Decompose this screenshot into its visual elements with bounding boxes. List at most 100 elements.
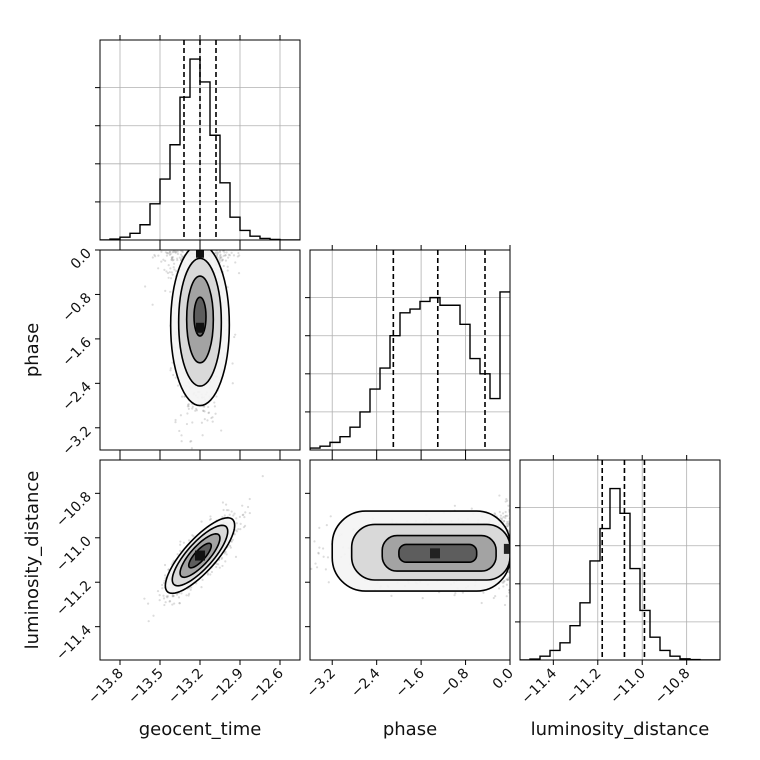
scatter-phase-vs-geocent-time-sample [216, 242, 218, 244]
scatter-luminosity-distance-vs-phase-sample [530, 568, 532, 570]
hist-geocent-time [95, 35, 301, 245]
scatter-luminosity-distance-vs-phase-sample [292, 537, 294, 539]
scatter-phase-vs-geocent-time-sample [222, 232, 224, 234]
scatter-phase-vs-geocent-time-sample [165, 254, 169, 257]
scatter-luminosity-distance-vs-geocent-time-sample [235, 530, 239, 533]
scatter-phase-vs-geocent-time-sample [185, 422, 189, 426]
scatter-luminosity-distance-vs-phase-sample [506, 578, 509, 581]
scatter-luminosity-distance-vs-phase-sample [513, 529, 515, 531]
scatter-luminosity-distance-vs-phase-sample [523, 563, 525, 565]
scatter-luminosity-distance-vs-phase-sample [313, 540, 316, 543]
scatter-phase-vs-geocent-time-sample [211, 236, 213, 238]
scatter-luminosity-distance-vs-phase-sample [504, 514, 508, 517]
scatter-luminosity-distance-vs-phase-sample [517, 564, 519, 566]
scatter-phase-vs-geocent-time-sample [216, 253, 219, 256]
scatter-luminosity-distance-vs-phase-sample [513, 534, 515, 536]
scatter-luminosity-distance-vs-phase-sample [516, 541, 518, 543]
scatter-luminosity-distance-vs-phase-sample [501, 512, 505, 515]
scatter-phase-vs-geocent-time-sample [234, 333, 237, 336]
scatter-phase-vs-geocent-time-sample [157, 267, 160, 270]
scatter-luminosity-distance-vs-phase-sample [510, 548, 512, 550]
scatter-luminosity-distance-vs-phase-sample [533, 555, 535, 557]
scatter-phase-vs-geocent-time-sample [177, 233, 179, 235]
scatter-luminosity-distance-vs-phase-sample [507, 504, 510, 507]
scatter-phase-vs-geocent-time-sample [185, 224, 187, 226]
scatter-phase-vs-geocent-time-sample [175, 240, 177, 242]
scatter-phase-vs-geocent-time-sample [167, 235, 169, 237]
scatter-luminosity-distance-vs-phase-sample [510, 544, 512, 546]
scatter-phase-vs-geocent-time-sample [202, 211, 204, 213]
scatter-phase-vs-geocent-time-sample [190, 240, 192, 242]
scatter-luminosity-distance-vs-geocent-time-area [143, 475, 264, 623]
scatter-luminosity-distance-vs-phase-sample [530, 519, 532, 521]
scatter-phase-vs-geocent-time-sample [215, 253, 219, 257]
scatter-phase-vs-geocent-time-sample [222, 236, 224, 238]
scatter-phase-vs-geocent-time-sample [230, 248, 232, 250]
scatter-phase-vs-geocent-time-sample [237, 272, 241, 275]
scatter-luminosity-distance-vs-phase-sample [517, 532, 519, 534]
scatter-luminosity-distance-vs-geocent-time-sample [200, 586, 203, 589]
scatter-luminosity-distance-vs-phase-sample [511, 539, 513, 541]
scatter-luminosity-distance-vs-phase-sample [511, 559, 513, 561]
scatter-phase-vs-geocent-time-sample [211, 247, 213, 249]
hist-geocent-time-frame [99, 39, 301, 241]
scatter-phase-vs-geocent-time-sample [180, 257, 183, 261]
scatter-luminosity-distance-vs-geocent-time-sample [243, 524, 247, 527]
scatter-phase-vs-geocent-time-sample [193, 233, 195, 235]
scatter-phase-vs-geocent-time-sample [157, 254, 160, 257]
scatter-luminosity-distance-vs-geocent-time-sample [158, 594, 161, 597]
scatter-luminosity-distance-vs-phase-sample [513, 537, 515, 539]
scatter-phase-vs-geocent-time-sample [220, 255, 223, 259]
scatter-phase-vs-geocent-time-sample [167, 252, 171, 255]
scatter-luminosity-distance-vs-phase-sample [530, 519, 532, 521]
scatter-phase-vs-geocent-time-sample [177, 245, 179, 247]
scatter-phase-vs-geocent-time-sample [208, 242, 210, 244]
scatter-phase-vs-geocent-time-sample [164, 251, 167, 254]
scatter-phase-vs-geocent-time-sample [163, 268, 166, 271]
scatter-luminosity-distance-vs-geocent-time-sample [162, 597, 166, 600]
scatter-phase-vs-geocent-time-sample [187, 209, 189, 211]
scatter-luminosity-distance-vs-geocent-time-sample [189, 588, 192, 591]
scatter-luminosity-distance-vs-phase-sample [515, 605, 517, 607]
scatter-phase-vs-geocent-time-sample [176, 247, 178, 249]
scatter-phase-vs-geocent-time-sample [171, 233, 173, 235]
scatter-phase-vs-geocent-time-sample [160, 250, 163, 253]
scatter-luminosity-distance-vs-phase-sample [522, 573, 524, 575]
scatter-luminosity-distance-vs-phase-xtick-label: −2.4 [348, 665, 383, 700]
scatter-luminosity-distance-vs-geocent-time-sample [241, 513, 244, 517]
scatter-luminosity-distance-vs-phase-sample [521, 567, 523, 569]
scatter-luminosity-distance-vs-geocent-time-sample [161, 587, 164, 590]
scatter-phase-vs-geocent-time-sample [228, 254, 231, 257]
scatter-luminosity-distance-vs-phase-sample [453, 594, 456, 597]
scatter-luminosity-distance-vs-phase-sample [494, 513, 497, 516]
scatter-luminosity-distance-vs-geocent-time-sample [166, 596, 169, 599]
scatter-luminosity-distance-vs-phase-sample [513, 554, 515, 556]
scatter-luminosity-distance-vs-phase-xtick-label: −1.6 [393, 665, 428, 700]
scatter-phase-vs-geocent-time-sample [172, 262, 176, 265]
scatter-luminosity-distance-vs-phase-sample [526, 578, 528, 580]
scatter-phase-vs-geocent-time-sample [219, 244, 221, 246]
scatter-luminosity-distance-vs-phase-sample [287, 540, 289, 542]
scatter-luminosity-distance-vs-phase-sample [530, 580, 532, 582]
scatter-phase-vs-geocent-time-sample [203, 418, 206, 421]
scatter-phase-vs-geocent-time-sample [195, 232, 197, 234]
scatter-phase-vs-geocent-time-sample [165, 234, 167, 236]
scatter-luminosity-distance-vs-phase-sample [514, 541, 516, 543]
hist-phase [305, 245, 511, 455]
scatter-luminosity-distance-vs-phase-sample [516, 578, 518, 580]
scatter-phase-vs-geocent-time-sample [186, 244, 188, 246]
scatter-luminosity-distance-vs-geocent-time-sample [177, 596, 181, 599]
scatter-phase-vs-geocent-time-sample [179, 229, 181, 231]
scatter-phase-vs-geocent-time-sample [162, 258, 165, 261]
scatter-luminosity-distance-vs-phase-sample [276, 532, 278, 534]
scatter-luminosity-distance-vs-phase-sample [516, 547, 518, 549]
scatter-phase-vs-geocent-time-sample [227, 256, 230, 259]
scatter-luminosity-distance-vs-geocent-time-sample [165, 595, 168, 598]
scatter-luminosity-distance-vs-phase-sample [524, 521, 526, 523]
scatter-luminosity-distance-vs-geocent-time-sample [143, 597, 146, 600]
hist-luminosity-distance-xtick-label: −11.2 [563, 666, 605, 708]
scatter-phase-vs-geocent-time-sample [203, 410, 206, 413]
scatter-phase-vs-geocent-time-sample [202, 409, 205, 412]
scatter-phase-vs-geocent-time-sample [220, 429, 223, 432]
scatter-luminosity-distance-vs-phase-sample [513, 566, 515, 568]
